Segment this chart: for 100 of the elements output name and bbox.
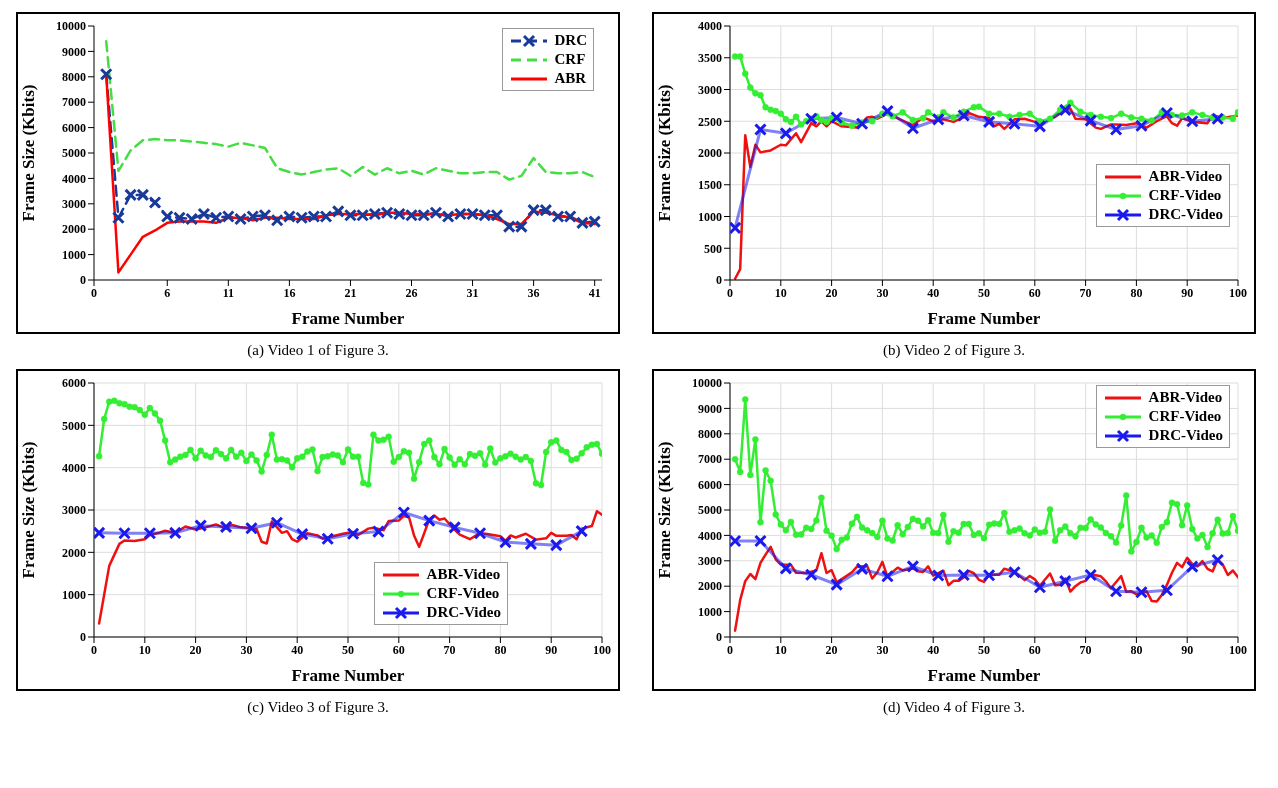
- legend-label: DRC-Video: [426, 603, 501, 622]
- point: [168, 526, 182, 540]
- point: [1185, 560, 1199, 574]
- x-tick-label: 80: [494, 642, 507, 657]
- legend-label: CRF: [554, 50, 586, 69]
- point: [1134, 585, 1148, 599]
- x-tick-label: 100: [1229, 285, 1247, 300]
- point: [99, 67, 113, 81]
- point: [1211, 553, 1225, 567]
- point: [575, 524, 589, 538]
- text: (a) Video 1 of Figure 3.: [247, 342, 389, 359]
- x-tick-label: 0: [727, 285, 733, 300]
- point: [1134, 119, 1148, 133]
- x-tick-label: 40: [927, 285, 940, 300]
- point: [880, 569, 894, 583]
- point: [473, 526, 487, 540]
- x-tick-label: 60: [1028, 285, 1041, 300]
- x-tick-label: 0: [91, 642, 97, 657]
- x-tick-label: 60: [392, 642, 405, 657]
- legend-label: CRF-Video: [1148, 407, 1222, 426]
- point: [219, 520, 233, 534]
- x-tick-label: 70: [443, 642, 456, 657]
- point: [448, 520, 462, 534]
- y-tick-label: 0: [80, 273, 86, 288]
- x-tick-label: 70: [1079, 642, 1092, 657]
- point: [804, 568, 818, 582]
- x-tick-label: 10: [774, 642, 787, 657]
- y-tick-label: 4000: [698, 19, 722, 34]
- y-tick-label: 2000: [62, 222, 86, 237]
- point: [1160, 583, 1174, 597]
- x-axis-title: Frame Number: [291, 309, 405, 328]
- x-tick-label: 90: [1181, 285, 1194, 300]
- y-tick-label: 7000: [698, 452, 722, 467]
- point: [111, 211, 125, 225]
- point: [1007, 117, 1021, 131]
- x-tick-label: 11: [222, 285, 234, 300]
- x-tick-label: 20: [825, 642, 838, 657]
- y-tick-label: 2500: [698, 114, 722, 129]
- y-tick-label: 1500: [698, 178, 722, 193]
- y-tick-label: 3000: [698, 554, 722, 569]
- point: [117, 526, 131, 540]
- x-tick-label: 26: [405, 285, 418, 300]
- x-tick-label: 0: [727, 642, 733, 657]
- text: (c) Video 3 of Figure 3.: [247, 699, 389, 716]
- y-tick-label: 6000: [62, 376, 86, 391]
- y-axis-title: Frame Size (Kbits): [19, 441, 39, 579]
- y-tick-label: 4000: [698, 528, 722, 543]
- x-tick-label: 30: [876, 285, 889, 300]
- y-tick-label: 4000: [62, 460, 86, 475]
- x-tick-label: 41: [588, 285, 601, 300]
- y-axis-title: Frame Size (Kbits): [19, 84, 39, 222]
- y-tick-label: 10000: [692, 376, 722, 391]
- point: [931, 112, 945, 126]
- point: [422, 514, 436, 528]
- point: [830, 110, 844, 124]
- x-tick-label: 21: [344, 285, 357, 300]
- point: [830, 578, 844, 592]
- point: [1084, 114, 1098, 128]
- y-tick-label: 5000: [62, 146, 86, 161]
- x-tick-label: 20: [189, 642, 202, 657]
- y-tick-label: 6000: [698, 477, 722, 492]
- point: [295, 527, 309, 541]
- point: [931, 569, 945, 583]
- x-tick-label: 100: [593, 642, 611, 657]
- point: [194, 519, 208, 533]
- point: [1007, 565, 1021, 579]
- y-tick-label: 4000: [62, 171, 86, 186]
- legend-label: ABR-Video: [1148, 388, 1223, 407]
- y-tick-label: 2000: [62, 545, 86, 560]
- point: [982, 568, 996, 582]
- point: [524, 537, 538, 551]
- point: [94, 526, 106, 540]
- point: [143, 526, 157, 540]
- point: [880, 104, 894, 118]
- x-tick-label: 80: [1130, 642, 1143, 657]
- x-tick-label: 30: [240, 642, 253, 657]
- point: [730, 534, 742, 548]
- x-tick-label: 6: [164, 285, 171, 300]
- point: [1058, 103, 1072, 117]
- x-tick-label: 50: [342, 642, 354, 657]
- legend-label: ABR-Video: [1148, 167, 1223, 186]
- x-tick-label: 60: [1028, 642, 1041, 657]
- point: [753, 123, 767, 137]
- x-axis-title: Frame Number: [927, 309, 1041, 328]
- point: [753, 534, 767, 548]
- point: [549, 538, 563, 552]
- x-tick-label: 16: [283, 285, 296, 300]
- point: [906, 121, 920, 135]
- x-tick-label: 90: [1181, 642, 1194, 657]
- point: [906, 559, 920, 573]
- y-tick-label: 8000: [62, 70, 86, 85]
- x-tick-label: 0: [91, 285, 97, 300]
- point: [321, 532, 335, 546]
- point: [1058, 574, 1072, 588]
- x-tick-label: 10: [138, 642, 151, 657]
- y-tick-label: 1000: [62, 587, 86, 602]
- y-tick-label: 3500: [698, 51, 722, 66]
- y-tick-label: 0: [716, 273, 722, 288]
- x-tick-label: 50: [978, 642, 990, 657]
- y-tick-label: 5000: [698, 503, 722, 518]
